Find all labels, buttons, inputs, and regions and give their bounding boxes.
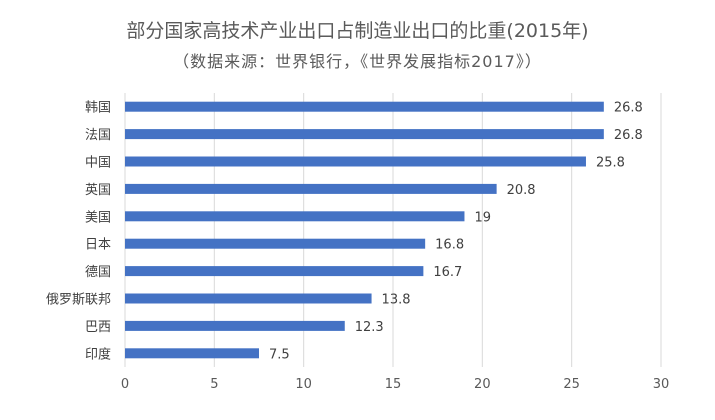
data-label: 7.5 bbox=[269, 347, 290, 362]
bars bbox=[125, 101, 604, 359]
x-tick-label: 20 bbox=[474, 377, 491, 392]
category-label: 中国 bbox=[85, 156, 111, 171]
data-label: 16.7 bbox=[433, 265, 462, 280]
bar bbox=[125, 348, 259, 359]
category-label: 巴西 bbox=[85, 320, 111, 335]
data-label: 16.8 bbox=[435, 238, 464, 253]
category-label: 英国 bbox=[85, 183, 111, 198]
x-tick-label: 25 bbox=[563, 377, 580, 392]
bar bbox=[125, 156, 586, 167]
bar bbox=[125, 266, 424, 277]
chart-title: 部分国家高技术产业出口占制造业出口的比重(2015年) bbox=[126, 20, 589, 42]
bar bbox=[125, 101, 604, 112]
category-label: 日本 bbox=[85, 238, 111, 253]
x-tick-label: 0 bbox=[121, 377, 129, 392]
data-label: 26.8 bbox=[614, 101, 643, 116]
data-label: 19 bbox=[474, 210, 491, 225]
x-axis-tick-labels: 0 5 10 15 20 25 30 bbox=[121, 377, 669, 392]
category-label: 俄罗斯联邦 bbox=[46, 293, 111, 308]
x-tick-label: 10 bbox=[295, 377, 312, 392]
bar bbox=[125, 129, 604, 140]
category-label: 德国 bbox=[85, 265, 111, 280]
category-label: 印度 bbox=[85, 346, 111, 362]
bar bbox=[125, 320, 345, 331]
data-label: 13.8 bbox=[382, 293, 411, 308]
x-tick-label: 15 bbox=[385, 377, 402, 392]
category-label: 韩国 bbox=[85, 101, 111, 116]
x-tick-label: 30 bbox=[653, 377, 670, 392]
chart-subtitle: （数据来源：世界银行，《世界发展指标2017》） bbox=[173, 52, 542, 71]
data-label: 26.8 bbox=[614, 128, 643, 143]
data-label: 12.3 bbox=[355, 320, 384, 335]
bar bbox=[125, 238, 426, 249]
bar bbox=[125, 293, 372, 304]
data-label: 20.8 bbox=[507, 183, 536, 198]
category-label: 法国 bbox=[85, 128, 111, 143]
x-tick-label: 5 bbox=[210, 377, 218, 392]
bar bbox=[125, 211, 465, 222]
bar bbox=[125, 183, 497, 194]
category-label: 美国 bbox=[85, 210, 111, 225]
data-labels: 26.8 26.8 25.8 20.8 19 16.8 16.7 13.8 12.3 7.5 bbox=[269, 101, 643, 363]
data-label: 25.8 bbox=[596, 156, 625, 171]
